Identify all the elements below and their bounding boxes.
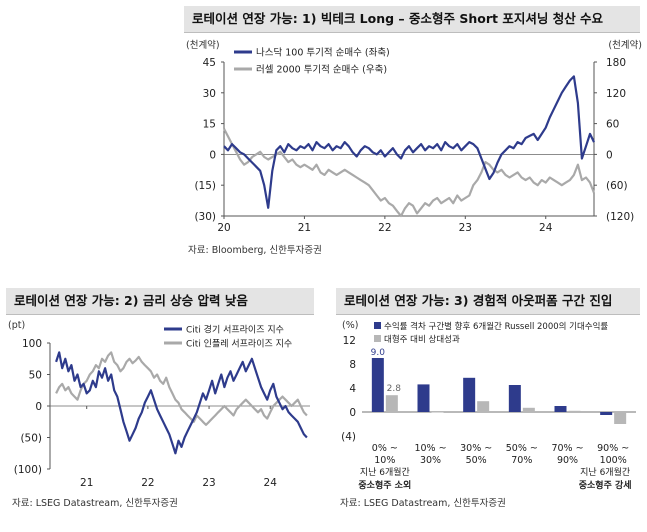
legend-label-econ: Citi 경기 서프라이즈 지수 xyxy=(186,324,284,336)
y-left-tick-label: 45 xyxy=(203,57,216,69)
panel2-source: 자료: LSEG Datastream, 신한투자증권 xyxy=(12,498,178,509)
y-tick-label: 8 xyxy=(349,359,356,371)
group-label-left-line1: 지난 6개월간 xyxy=(360,466,410,478)
bar-relative-performance xyxy=(431,412,444,413)
x-category-label-line2: 100% xyxy=(600,455,627,466)
y-tick-label: (50) xyxy=(20,433,42,445)
panel3-title: 로테이션 연장 가능: 3) 경험적 아웃퍼폼 구간 진입 xyxy=(336,288,640,315)
legend-swatch-relative xyxy=(374,335,381,342)
legend-swatch-expected-return xyxy=(374,322,381,329)
x-category-label-line1: 10% ~ xyxy=(414,443,446,454)
y-tick-label: 50 xyxy=(29,370,42,382)
legend-label-relative: 대형주 대비 상대성과 xyxy=(384,334,460,345)
y-tick-label: (4) xyxy=(341,431,356,443)
bar-expected-return xyxy=(554,406,567,412)
series-economic-surprise-line xyxy=(55,351,308,455)
bar-relative-performance xyxy=(568,410,581,412)
series-russell2000-line xyxy=(223,128,596,218)
x-category-label-line1: 50% ~ xyxy=(506,443,538,454)
y-left-tick-label: (30) xyxy=(194,211,216,223)
group-label-right-line2: 중소형주 강세 xyxy=(579,479,632,491)
x-category-label-line2: 10% xyxy=(374,455,395,466)
y-tick-label: (100) xyxy=(14,464,42,476)
y-right-tick-label: 120 xyxy=(606,88,626,100)
y-tick-label: 4 xyxy=(349,383,356,395)
y-tick-label: 0 xyxy=(35,401,42,413)
bar-expected-return xyxy=(463,377,476,412)
y-left-tick-label: 30 xyxy=(203,88,216,100)
x-tick-label: 22 xyxy=(141,477,154,489)
y-left-tick-label: 0 xyxy=(209,149,216,161)
data-label: 2.8 xyxy=(387,384,402,394)
group-label-left-line2: 중소형주 소외 xyxy=(358,479,411,491)
bar-expected-return xyxy=(417,384,430,412)
y-tick-label: 0 xyxy=(349,407,356,419)
x-tick-label: 20 xyxy=(217,222,230,234)
data-label: 9.0 xyxy=(371,348,386,358)
chart2-svg: (pt) 100 50 0 (50) (100) 21 22 23 24 Citi 경기 서프라이즈… xyxy=(8,320,310,489)
y-tick-label: 12 xyxy=(343,335,356,347)
x-tick-label: 21 xyxy=(80,477,93,489)
bar-expected-return xyxy=(371,358,384,412)
legend-label-russell: 러셀 2000 투기적 순매수 (우축) xyxy=(256,64,387,76)
x-category-label-line1: 0% ~ xyxy=(372,443,398,454)
panel1-title: 로테이션 연장 가능: 1) 빅테크 Long – 중소형주 Short 포지셔… xyxy=(184,6,640,33)
x-category-label-line2: 70% xyxy=(511,455,532,466)
bar-relative-performance xyxy=(385,395,398,412)
y-right-tick-label: (60) xyxy=(606,180,628,192)
y-left-tick-label: (15) xyxy=(194,180,216,192)
legend-label-expected-return: 수익률 격차 구간별 향후 6개월간 Russell 2000의 기대수익률 xyxy=(384,321,608,332)
x-tick-label: 22 xyxy=(378,222,391,234)
y-right-tick-label: 0 xyxy=(606,149,613,161)
x-category-label-line1: 30% ~ xyxy=(460,443,492,454)
panel3-source: 자료: LSEG Datastream, 신한투자증권 xyxy=(340,498,506,509)
x-tick-label: 23 xyxy=(202,477,215,489)
series-nasdaq100-line xyxy=(223,75,595,209)
y-left-unit: (천계약) xyxy=(186,39,220,51)
bar-relative-performance xyxy=(477,401,490,412)
x-category-label-line1: 70% ~ xyxy=(551,443,583,454)
y-right-tick-label: 60 xyxy=(606,119,619,131)
x-category-label-line2: 50% xyxy=(466,455,487,466)
y-right-tick-label: (120) xyxy=(606,211,634,223)
legend-label-infl: Citi 인플레 서프라이즈 지수 xyxy=(186,339,292,350)
panel2-title: 로테이션 연장 가능: 2) 금리 상승 압력 낮음 xyxy=(6,288,314,315)
x-category-label-line2: 30% xyxy=(420,455,441,466)
x-tick-label: 21 xyxy=(298,222,311,234)
x-category-label-line2: 90% xyxy=(557,455,578,466)
bar-expected-return xyxy=(508,385,521,412)
chart1-svg: (천계약) (천계약) 45 30 15 0 (15) (30) 180 120 60 0 (60) (1… xyxy=(186,39,642,234)
y-unit: (%) xyxy=(342,320,358,331)
legend-label-nasdaq: 나스닥 100 투기적 순매수 (좌축) xyxy=(256,47,390,59)
bar-relative-performance xyxy=(522,407,535,412)
bar-expected-return xyxy=(600,412,613,415)
panel1-source: 자료: Bloomberg, 신한투자증권 xyxy=(188,245,322,256)
x-tick-label: 24 xyxy=(264,477,278,489)
x-category-label-line1: 90% ~ xyxy=(597,443,629,454)
bar-relative-performance xyxy=(614,412,627,424)
y-tick-label: 100 xyxy=(22,338,42,350)
y-unit: (pt) xyxy=(8,320,25,331)
group-label-right-line1: 지난 6개월간 xyxy=(580,466,630,478)
x-tick-label: 23 xyxy=(459,222,472,234)
series-inflation-surprise-line xyxy=(55,351,308,427)
y-left-tick-label: 15 xyxy=(203,119,216,131)
y-right-unit: (천계약) xyxy=(608,39,642,51)
x-tick-label: 24 xyxy=(539,222,553,234)
y-right-tick-label: 180 xyxy=(606,57,626,69)
